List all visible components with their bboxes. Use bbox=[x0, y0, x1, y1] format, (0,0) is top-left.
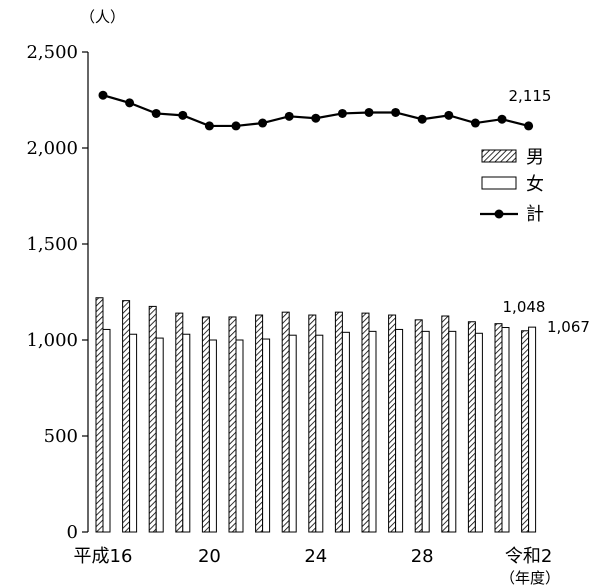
total-point bbox=[231, 121, 241, 131]
bar-male bbox=[441, 315, 450, 533]
bars bbox=[95, 297, 537, 533]
x-tick-label: 令和2 bbox=[505, 546, 552, 567]
bar-female bbox=[528, 326, 537, 533]
bar-male bbox=[494, 323, 503, 533]
x-axis-unit-label: （年度） bbox=[500, 569, 560, 587]
total-point bbox=[284, 111, 294, 121]
bar-male bbox=[175, 312, 184, 533]
bar-male bbox=[281, 311, 290, 533]
y-tick-label: 1,500 bbox=[26, 234, 78, 255]
y-axis-unit-label: （人） bbox=[80, 8, 125, 26]
bar-female bbox=[315, 334, 324, 533]
total-point bbox=[337, 108, 347, 118]
axes: 0 500 1,000 1,500 2,000 2,500（人） 平成16 20 24 28 令和2… bbox=[26, 8, 560, 587]
y-tick-label: 1,000 bbox=[26, 330, 78, 351]
total-point bbox=[417, 114, 427, 124]
total-point bbox=[364, 107, 374, 117]
bar-male bbox=[201, 316, 210, 533]
data-label-male: 1,048 bbox=[503, 298, 546, 316]
bar-male bbox=[414, 319, 423, 533]
legend-swatch-female bbox=[481, 176, 517, 190]
total-point bbox=[151, 108, 161, 118]
x-tick-label: 20 bbox=[198, 546, 221, 567]
total-point bbox=[258, 118, 268, 128]
bar-female bbox=[102, 328, 111, 533]
bar-male bbox=[467, 321, 476, 533]
bar-male bbox=[95, 297, 104, 533]
total-point bbox=[204, 121, 214, 131]
x-tick-label: 24 bbox=[304, 546, 327, 567]
bar-male bbox=[308, 314, 317, 533]
x-tick-label: 28 bbox=[411, 546, 434, 567]
bar-male bbox=[334, 311, 343, 533]
bar-female bbox=[182, 333, 191, 533]
bar-female bbox=[288, 334, 297, 533]
total-point bbox=[125, 98, 135, 108]
bar-female bbox=[395, 328, 404, 533]
y-tick-label: 2,000 bbox=[26, 138, 78, 159]
bar-male bbox=[122, 300, 131, 533]
y-tick-label: 2,500 bbox=[26, 42, 78, 63]
legend-label-total: 計 bbox=[526, 204, 544, 225]
bar-male bbox=[148, 305, 157, 533]
total-point bbox=[524, 121, 534, 131]
bar-male bbox=[255, 314, 264, 533]
total-point bbox=[444, 110, 454, 120]
legend-swatch-male bbox=[481, 149, 517, 163]
total-line bbox=[98, 90, 534, 131]
total-point bbox=[497, 114, 507, 124]
y-tick-label: 0 bbox=[67, 522, 78, 543]
total-point bbox=[391, 107, 401, 117]
data-label-female: 1,067 bbox=[547, 318, 590, 336]
bar-female bbox=[155, 337, 164, 533]
bar-female bbox=[448, 330, 457, 533]
bar-female bbox=[235, 339, 244, 533]
total-point bbox=[470, 118, 480, 128]
total-point bbox=[178, 110, 188, 120]
bar-female bbox=[368, 330, 377, 533]
total-point bbox=[311, 113, 321, 123]
legend: 男女計 bbox=[480, 147, 544, 225]
bar-male bbox=[521, 330, 530, 533]
bar-female bbox=[341, 331, 350, 533]
bar-female bbox=[474, 332, 483, 533]
legend-swatch-total-point bbox=[494, 209, 504, 219]
legend-label-male: 男 bbox=[526, 147, 544, 168]
bar-female bbox=[129, 333, 138, 533]
bar-female bbox=[208, 339, 217, 533]
y-tick-label: 500 bbox=[44, 426, 78, 447]
bar-male bbox=[388, 314, 397, 533]
bar-female bbox=[421, 330, 430, 533]
bar-female bbox=[262, 338, 271, 533]
bar-male bbox=[361, 312, 370, 533]
legend-label-female: 女 bbox=[526, 174, 544, 195]
data-label-total: 2,115 bbox=[509, 87, 552, 105]
bar-male bbox=[228, 316, 237, 533]
x-tick-label: 平成16 bbox=[74, 546, 133, 567]
bar-female bbox=[501, 327, 510, 533]
total-point bbox=[98, 90, 108, 100]
